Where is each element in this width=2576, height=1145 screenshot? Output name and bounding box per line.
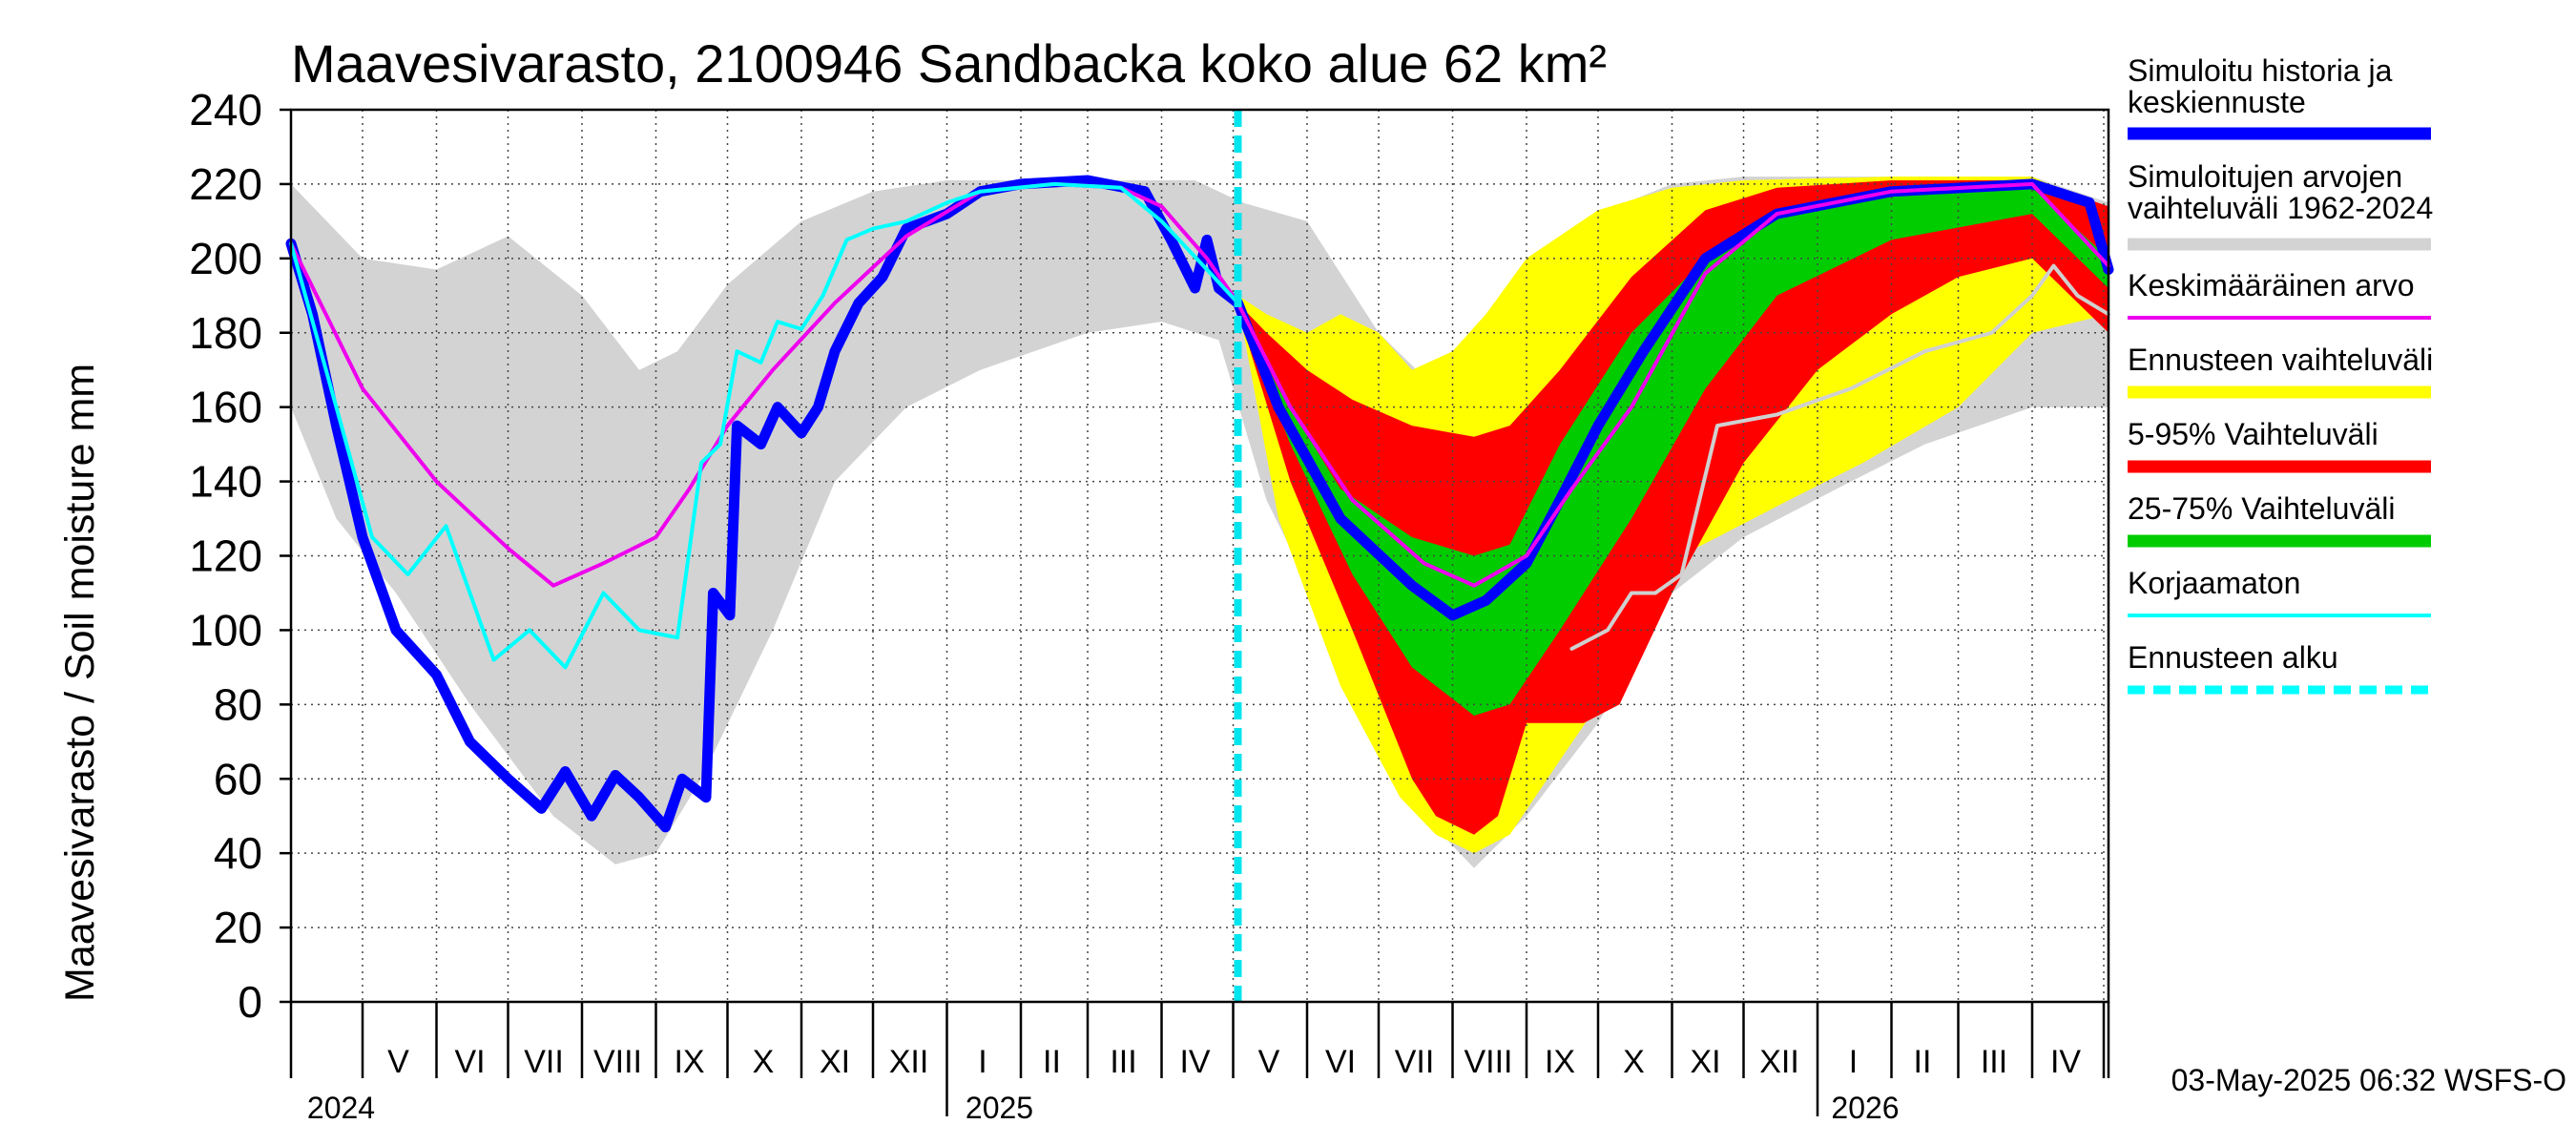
y-tick-label-7: 140 xyxy=(189,457,262,507)
x-month-label-2: VII xyxy=(524,1044,564,1080)
chart-title: Maavesivarasto, 2100946 Sandbacka koko a… xyxy=(291,33,1607,94)
x-month-label-3: VIII xyxy=(593,1044,642,1080)
series-line-3 xyxy=(1569,263,2110,651)
y-tick-label-1: 20 xyxy=(214,903,262,952)
y-tick-label-3: 60 xyxy=(214,754,262,803)
y-tick-label-11: 220 xyxy=(189,159,262,209)
x-month-label-22: III xyxy=(1981,1044,2007,1080)
legend-label-4-0: 5-95% Vaihteluväli xyxy=(2128,417,2379,451)
y-tick-label-2: 40 xyxy=(214,828,262,878)
y-tick-label-5: 100 xyxy=(189,605,262,655)
x-month-label-1: VI xyxy=(454,1044,485,1080)
legend-label-1-0: Simuloitujen arvojen xyxy=(2128,159,2402,194)
series-lines xyxy=(285,175,2114,833)
x-month-label-18: XI xyxy=(1690,1044,1720,1080)
x-month-label-16: IX xyxy=(1545,1044,1575,1080)
legend-label-2-0: Keskimääräinen arvo xyxy=(2128,268,2415,302)
x-month-label-17: X xyxy=(1623,1044,1645,1080)
legend-label-7-0: Ennusteen alku xyxy=(2128,640,2338,675)
y-tick-label-10: 200 xyxy=(189,234,262,283)
legend-label-6-0: Korjaamaton xyxy=(2128,566,2300,600)
y-tick-label-12: 240 xyxy=(189,85,262,135)
x-month-label-15: VIII xyxy=(1464,1044,1512,1080)
x-month-label-5: X xyxy=(753,1044,775,1080)
footer-timestamp: 03-May-2025 06:32 WSFS-O xyxy=(2171,1063,2566,1097)
x-year-label-2: 2026 xyxy=(1831,1091,1899,1125)
x-month-label-20: I xyxy=(1849,1044,1858,1080)
x-month-label-6: XI xyxy=(820,1044,850,1080)
y-tick-label-8: 160 xyxy=(189,383,262,432)
legend-label-0-1: keskiennuste xyxy=(2128,85,2306,119)
x-month-label-19: XII xyxy=(1759,1044,1799,1080)
y-tick-label-0: 0 xyxy=(238,977,262,1027)
grid-lines xyxy=(291,110,2109,1002)
series-line-1 xyxy=(289,181,2110,588)
x-month-label-7: XII xyxy=(889,1044,929,1080)
x-axis-ticks: V VI VII VIII IX X XI XII I II III IV V VI VII VIII IX X X… xyxy=(289,1002,2110,1125)
range-bands xyxy=(291,177,2109,868)
series-line-2 xyxy=(289,181,1240,670)
x-year-label-0: 2024 xyxy=(307,1091,375,1125)
y-axis-label: Maavesivarasto / Soil moisture mm xyxy=(57,364,103,1002)
x-month-label-9: II xyxy=(1043,1044,1061,1080)
x-month-label-11: IV xyxy=(1179,1044,1210,1080)
x-month-label-4: IX xyxy=(674,1044,704,1080)
y-tick-label-4: 80 xyxy=(214,679,262,729)
band-3 xyxy=(1237,187,2109,717)
legend-label-0-0: Simuloitu historia ja xyxy=(2128,53,2393,88)
x-month-label-10: III xyxy=(1110,1044,1136,1080)
x-month-label-14: VII xyxy=(1395,1044,1435,1080)
legend-label-3-0: Ennusteen vaihteluväli xyxy=(2128,343,2433,377)
x-month-label-21: II xyxy=(1914,1044,1932,1080)
y-tick-label-6: 120 xyxy=(189,531,262,581)
x-month-label-0: V xyxy=(387,1044,409,1080)
x-month-label-8: I xyxy=(978,1044,987,1080)
legend-label-5-0: 25-75% Vaihteluväli xyxy=(2128,491,2395,526)
x-month-label-13: VI xyxy=(1325,1044,1356,1080)
x-year-label-1: 2025 xyxy=(966,1091,1033,1125)
legend-label-1-1: vaihteluväli 1962-2024 xyxy=(2128,191,2433,225)
x-month-label-23: IV xyxy=(2050,1044,2081,1080)
y-axis-ticks: 0 20 40 60 80 100 120 140 160 180 200 220 240 xyxy=(189,85,291,1027)
y-tick-label-9: 180 xyxy=(189,308,262,358)
x-month-label-12: V xyxy=(1258,1044,1280,1080)
